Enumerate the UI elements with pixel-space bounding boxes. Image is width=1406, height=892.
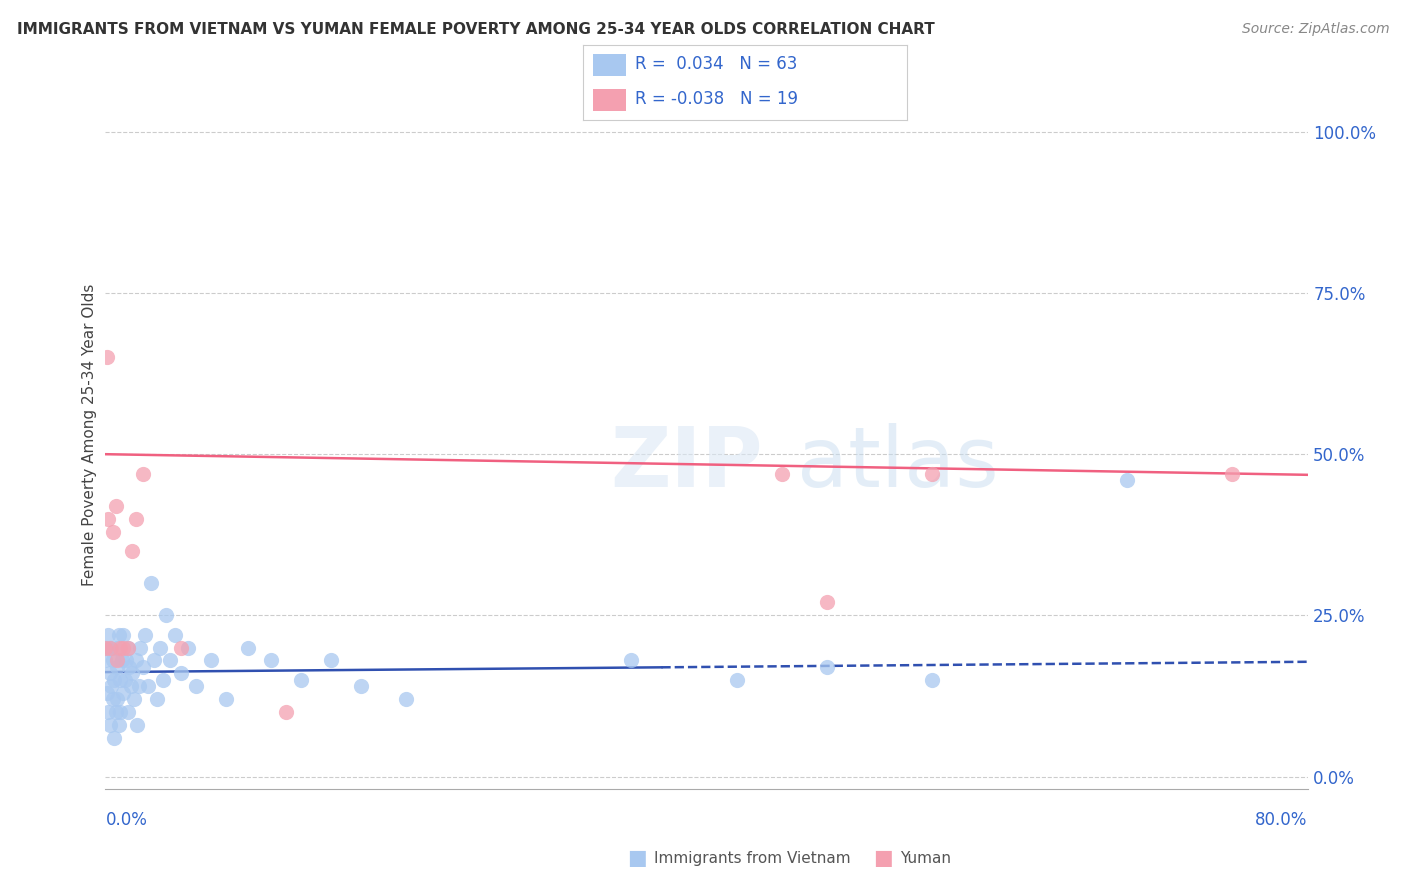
- Point: [108, 718, 131, 732]
- Point: [100, 679, 122, 693]
- Point: [1222, 467, 1244, 481]
- Point: [132, 660, 155, 674]
- Point: [101, 692, 124, 706]
- Point: [100, 640, 122, 655]
- Point: [200, 653, 222, 667]
- Point: [110, 673, 132, 687]
- Point: [104, 640, 127, 655]
- Point: [319, 653, 342, 667]
- Point: [238, 640, 260, 655]
- Text: atlas: atlas: [797, 423, 998, 504]
- Point: [121, 544, 143, 558]
- Point: [117, 640, 139, 655]
- Point: [129, 640, 152, 655]
- Point: [145, 692, 167, 706]
- Point: [110, 705, 132, 719]
- Text: Yuman: Yuman: [900, 851, 950, 865]
- Point: [108, 628, 131, 642]
- Point: [98, 640, 121, 655]
- Text: ■: ■: [627, 848, 647, 868]
- Point: [169, 640, 191, 655]
- Point: [139, 576, 162, 591]
- Point: [159, 653, 181, 667]
- Bar: [593, 54, 626, 77]
- Point: [395, 692, 418, 706]
- Point: [97, 628, 120, 642]
- Point: [104, 499, 127, 513]
- Point: [114, 673, 136, 687]
- Point: [94, 640, 117, 655]
- Point: [101, 653, 124, 667]
- Point: [274, 705, 297, 719]
- Text: 0.0%: 0.0%: [105, 811, 148, 829]
- Text: ZIP: ZIP: [610, 423, 763, 504]
- Point: [107, 692, 129, 706]
- Point: [124, 511, 146, 525]
- Point: [96, 686, 118, 700]
- Point: [107, 660, 129, 674]
- Point: [128, 679, 150, 693]
- Y-axis label: Female Poverty Among 25-34 Year Olds: Female Poverty Among 25-34 Year Olds: [82, 284, 97, 586]
- Point: [214, 692, 236, 706]
- Point: [97, 511, 120, 525]
- Point: [163, 628, 186, 642]
- Point: [770, 467, 793, 481]
- Point: [104, 705, 127, 719]
- Point: [132, 467, 155, 481]
- Point: [124, 653, 146, 667]
- Text: ■: ■: [873, 848, 893, 868]
- Point: [96, 351, 118, 365]
- Point: [1116, 473, 1139, 487]
- Point: [169, 666, 191, 681]
- Point: [96, 640, 118, 655]
- Point: [112, 628, 135, 642]
- Point: [112, 686, 135, 700]
- Point: [815, 595, 838, 609]
- Point: [136, 679, 159, 693]
- Point: [260, 653, 283, 667]
- Point: [103, 731, 125, 745]
- Point: [117, 705, 139, 719]
- Point: [107, 653, 129, 667]
- Point: [118, 660, 141, 674]
- Point: [101, 524, 124, 539]
- Text: Immigrants from Vietnam: Immigrants from Vietnam: [654, 851, 851, 865]
- Point: [155, 608, 177, 623]
- Point: [125, 718, 148, 732]
- Point: [98, 718, 121, 732]
- Point: [120, 679, 142, 693]
- Point: [97, 705, 120, 719]
- Point: [921, 673, 943, 687]
- Point: [94, 653, 117, 667]
- Point: [103, 673, 125, 687]
- Point: [110, 640, 132, 655]
- Text: 80.0%: 80.0%: [1256, 811, 1308, 829]
- Point: [134, 628, 156, 642]
- Point: [290, 673, 312, 687]
- Text: R =  0.034   N = 63: R = 0.034 N = 63: [636, 55, 797, 73]
- Point: [350, 679, 373, 693]
- Point: [177, 640, 200, 655]
- Text: R = -0.038   N = 19: R = -0.038 N = 19: [636, 90, 799, 108]
- Point: [117, 640, 139, 655]
- Point: [620, 653, 643, 667]
- Point: [112, 640, 135, 655]
- Point: [111, 653, 134, 667]
- Text: IMMIGRANTS FROM VIETNAM VS YUMAN FEMALE POVERTY AMONG 25-34 YEAR OLDS CORRELATIO: IMMIGRANTS FROM VIETNAM VS YUMAN FEMALE …: [17, 22, 935, 37]
- Point: [152, 673, 174, 687]
- Point: [184, 679, 207, 693]
- Point: [815, 660, 838, 674]
- Point: [148, 640, 170, 655]
- Point: [122, 692, 145, 706]
- Point: [142, 653, 165, 667]
- Point: [98, 666, 121, 681]
- Text: Source: ZipAtlas.com: Source: ZipAtlas.com: [1241, 22, 1389, 37]
- Point: [725, 673, 748, 687]
- Point: [121, 666, 143, 681]
- Bar: [593, 88, 626, 112]
- Point: [115, 653, 138, 667]
- Point: [921, 467, 943, 481]
